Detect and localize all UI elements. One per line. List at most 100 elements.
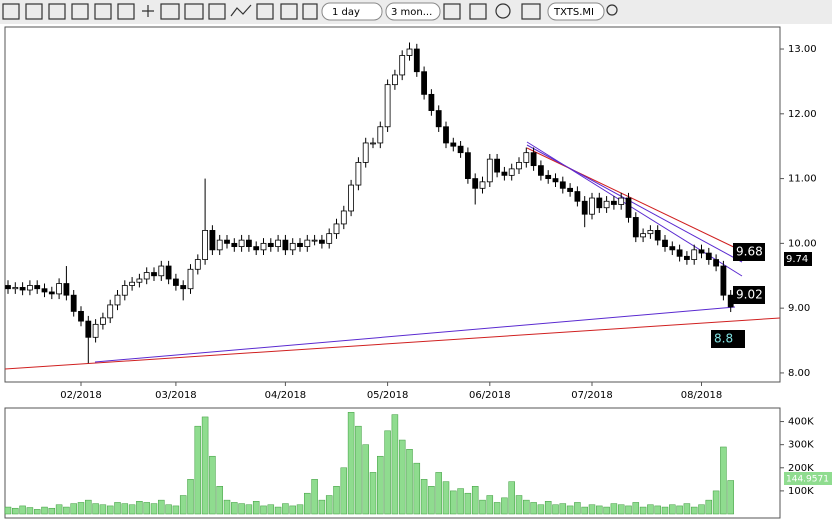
refresh-icon[interactable] xyxy=(495,3,511,19)
candle-body xyxy=(399,55,406,76)
candle-body xyxy=(691,249,698,260)
volume-bar xyxy=(501,497,508,515)
candle-body xyxy=(143,272,150,280)
candle-body xyxy=(611,200,617,205)
candle-body xyxy=(567,187,573,192)
volume-bar xyxy=(457,488,464,515)
candle-body xyxy=(121,285,128,296)
candle-body xyxy=(238,239,245,248)
candle-body xyxy=(275,239,282,248)
candle-body xyxy=(92,323,99,338)
candle-body xyxy=(479,181,486,189)
candle-icon[interactable] xyxy=(256,3,274,20)
candle-body xyxy=(713,259,719,267)
candle-body xyxy=(100,317,106,325)
zoom-icon[interactable] xyxy=(117,3,135,20)
volume-bar xyxy=(669,504,676,515)
candle-body xyxy=(530,152,537,167)
bar-icon[interactable] xyxy=(280,3,298,20)
volume-bar xyxy=(639,506,647,515)
candle-body xyxy=(384,84,391,128)
grid-icon[interactable] xyxy=(184,3,204,20)
line-icon[interactable] xyxy=(230,4,252,17)
toolbar-icons xyxy=(2,3,618,20)
candle-body xyxy=(340,210,347,225)
volume-bar xyxy=(325,495,333,515)
volume-bar xyxy=(318,499,326,515)
volume-bar xyxy=(720,446,727,515)
candle-body xyxy=(209,230,216,251)
y-tick-label: 100K xyxy=(788,486,814,497)
volume-bar xyxy=(581,506,588,515)
candle-body xyxy=(640,233,646,238)
volume-bar xyxy=(106,505,114,515)
chart-icon[interactable] xyxy=(208,3,226,20)
candle-body xyxy=(406,48,413,56)
trend-line xyxy=(526,147,743,252)
price-marker: 9.68 xyxy=(736,245,763,259)
x-tick-label: 07/2018 xyxy=(571,390,613,401)
symbol-icon[interactable] xyxy=(521,3,541,20)
zoom-icon[interactable] xyxy=(25,3,43,20)
volume-bar xyxy=(26,507,34,515)
candle-body xyxy=(472,178,479,189)
zoom-icon[interactable] xyxy=(2,3,20,20)
crosshair-icon[interactable] xyxy=(142,5,154,17)
volume-bar xyxy=(610,503,618,515)
volume-bar xyxy=(114,502,121,515)
volume-bar xyxy=(712,490,720,515)
grid-icon[interactable] xyxy=(160,3,180,20)
volume-bar xyxy=(464,492,472,515)
volume-bar xyxy=(55,504,63,515)
candle-body xyxy=(304,239,311,248)
zoom-icon[interactable] xyxy=(71,3,89,20)
x-tick-label: 03/2018 xyxy=(155,390,197,401)
volume-bar xyxy=(267,504,275,515)
y-tick-label: 12.00 xyxy=(788,109,817,120)
range-text: 3 mon... xyxy=(391,7,432,18)
candle-body xyxy=(151,272,157,277)
marker-box xyxy=(733,286,765,304)
volume-bar xyxy=(515,495,523,515)
marker-box xyxy=(733,243,765,261)
candle-body xyxy=(618,197,625,205)
x-tick-label: 02/2018 xyxy=(60,390,102,401)
y-tick-label: 300K xyxy=(788,440,814,451)
candle-body xyxy=(391,74,398,86)
volume-bar xyxy=(136,501,143,515)
candle-body xyxy=(486,158,493,183)
interval-select[interactable] xyxy=(321,2,383,21)
candle-body xyxy=(603,200,610,209)
candle-body xyxy=(180,285,187,290)
range-select[interactable] xyxy=(385,2,441,21)
volume-bar xyxy=(362,444,369,515)
candle-body xyxy=(107,304,114,319)
candle-body xyxy=(297,242,303,248)
price-panel xyxy=(4,26,781,383)
search-icon[interactable] xyxy=(606,4,618,16)
zoom-icon[interactable] xyxy=(94,3,112,20)
volume-bar xyxy=(632,502,640,515)
save-icon[interactable] xyxy=(469,3,487,20)
volume-bar xyxy=(187,479,194,515)
candle-body xyxy=(56,283,62,295)
trend-line xyxy=(94,306,736,363)
candle-body xyxy=(165,265,172,280)
zoom-icon[interactable] xyxy=(48,3,66,20)
candle-body xyxy=(457,145,464,154)
candle-body xyxy=(464,152,471,179)
volume-bar xyxy=(384,430,391,515)
volume-bar xyxy=(33,509,41,515)
volume-bar xyxy=(377,455,384,515)
candle-body xyxy=(267,242,274,248)
candle-body xyxy=(216,239,223,251)
tool-icon[interactable] xyxy=(443,3,461,20)
candle-body xyxy=(48,291,55,295)
symbol-input[interactable] xyxy=(547,2,605,21)
candle-body xyxy=(136,278,143,283)
candle-body xyxy=(552,178,559,183)
settings-icon[interactable] xyxy=(302,3,318,20)
candle-body xyxy=(224,239,230,244)
candle-body xyxy=(443,126,449,144)
